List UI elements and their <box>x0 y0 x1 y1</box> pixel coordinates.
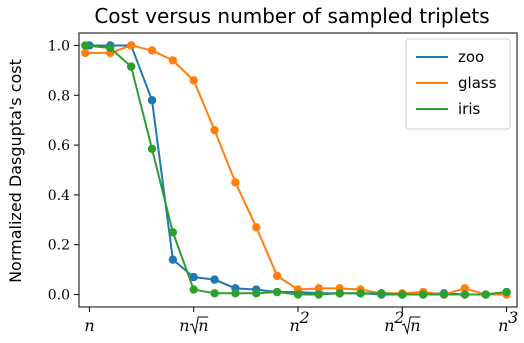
x-tick-base: n <box>84 316 94 335</box>
data-point-zoo <box>189 272 198 282</box>
x-tick-radicand: n <box>410 316 420 335</box>
data-point-iris <box>335 289 344 298</box>
data-point-iris <box>147 144 157 154</box>
data-point-iris <box>252 289 261 298</box>
series-iris <box>81 41 511 299</box>
data-point-glass <box>168 56 178 65</box>
legend-item-glass: glass <box>416 74 497 92</box>
x-tick-exponent: 2 <box>393 308 404 327</box>
data-point-iris <box>439 290 449 299</box>
y-tick-label: 0.8 <box>48 88 70 104</box>
x-tick-exponent: 3 <box>508 308 518 327</box>
data-point-iris <box>314 290 324 299</box>
x-tick-base: n <box>384 316 394 335</box>
data-point-zoo <box>210 275 219 284</box>
chart-title: Cost versus number of sampled triplets <box>94 4 489 28</box>
data-point-iris <box>502 287 511 297</box>
sqrt-radical-icon <box>402 316 421 335</box>
y-tick-label: 0.0 <box>48 288 70 304</box>
x-tick-base: n <box>498 316 508 335</box>
data-point-glass <box>314 284 324 293</box>
legend-label: zoo <box>458 48 484 66</box>
series-layer <box>81 41 511 299</box>
data-point-iris <box>398 290 407 299</box>
data-point-iris <box>189 285 198 294</box>
legend-label: iris <box>458 100 481 118</box>
data-point-iris <box>231 289 240 298</box>
data-point-zoo <box>147 96 157 105</box>
data-point-iris <box>126 62 136 71</box>
data-point-iris <box>210 289 219 298</box>
y-tick-label: 0.2 <box>48 238 70 254</box>
data-point-glass <box>147 46 157 55</box>
data-point-iris <box>168 228 178 237</box>
data-point-glass <box>272 271 282 281</box>
data-point-iris <box>106 43 115 53</box>
data-point-zoo <box>168 255 178 264</box>
legend-box <box>405 38 511 130</box>
data-point-iris <box>377 289 386 298</box>
y-tick-label: 0.4 <box>48 188 70 204</box>
x-tick-base: n <box>179 316 189 335</box>
data-point-iris <box>460 290 470 299</box>
data-point-glass <box>81 48 90 58</box>
legend-label: glass <box>458 74 497 92</box>
data-point-iris <box>481 290 490 299</box>
data-point-glass <box>189 76 198 85</box>
data-point-glass <box>252 223 261 232</box>
data-point-glass <box>126 41 136 50</box>
y-tick-label: 0.6 <box>48 138 70 154</box>
data-point-iris <box>418 290 428 299</box>
y-tick-label: 1.0 <box>48 38 70 54</box>
y-axis-label: Normalized Dasgupta's cost <box>6 59 25 283</box>
x-tick-base: n <box>290 316 300 335</box>
y-axis: 0.0 0.2 0.4 0.6 0.8 1.0 <box>48 38 79 304</box>
legend-item-iris: iris <box>416 100 481 118</box>
data-point-glass <box>231 178 240 187</box>
data-point-iris <box>272 287 282 297</box>
data-point-glass <box>460 284 470 293</box>
data-point-iris <box>81 41 90 50</box>
data-point-iris <box>356 289 365 298</box>
x-tick-radicand: n <box>198 316 208 335</box>
x-tick-exponent: 2 <box>299 308 310 327</box>
legend: zoo glass iris <box>405 38 511 130</box>
data-point-glass <box>210 125 219 135</box>
x-tick-label: n <box>84 316 94 335</box>
data-point-iris <box>293 290 303 299</box>
sqrt-radical-icon <box>189 316 209 335</box>
legend-item-zoo: zoo <box>416 48 484 66</box>
